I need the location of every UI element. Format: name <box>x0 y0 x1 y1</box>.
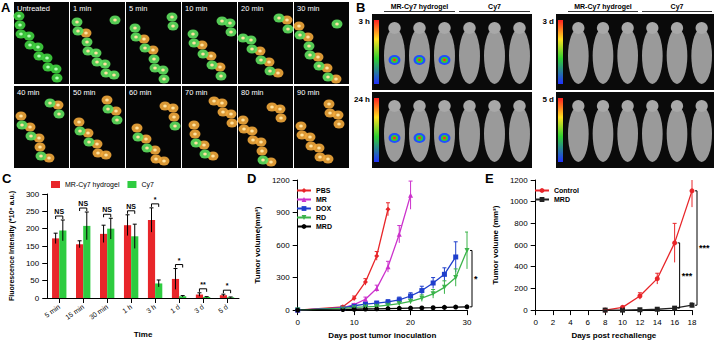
svg-text:Cy7: Cy7 <box>671 3 684 11</box>
svg-text:400: 400 <box>514 262 528 271</box>
svg-text:1200: 1200 <box>272 176 290 185</box>
svg-text:300: 300 <box>26 190 40 199</box>
svg-text:3 h: 3 h <box>145 303 157 314</box>
svg-text:Cy7: Cy7 <box>141 181 154 189</box>
svg-text:MR: MR <box>316 196 327 203</box>
svg-text:12: 12 <box>635 318 644 327</box>
svg-text:1 h: 1 h <box>121 303 133 314</box>
svg-text:***: *** <box>699 243 710 253</box>
svg-text:5 min: 5 min <box>129 4 147 13</box>
svg-text:50: 50 <box>30 276 39 285</box>
svg-text:2: 2 <box>551 318 556 327</box>
svg-text:Tumor volume(mm³): Tumor volume(mm³) <box>253 206 262 283</box>
svg-text:D: D <box>247 172 256 186</box>
svg-text:Control: Control <box>554 187 579 194</box>
svg-text:600: 600 <box>514 241 528 250</box>
svg-text:18: 18 <box>688 318 697 327</box>
svg-text:NS: NS <box>54 208 64 215</box>
svg-text:60 min: 60 min <box>129 88 152 97</box>
svg-text:*: * <box>474 274 478 284</box>
svg-text:MR-Cy7 hydrogel: MR-Cy7 hydrogel <box>391 3 449 11</box>
svg-text:5 min: 5 min <box>43 303 61 319</box>
svg-text:Tumor volume (mm³): Tumor volume (mm³) <box>491 205 500 284</box>
svg-text:A: A <box>1 0 11 15</box>
svg-text:3 d: 3 d <box>193 303 205 314</box>
svg-text:MRD: MRD <box>316 223 332 230</box>
svg-text:100: 100 <box>26 259 40 268</box>
svg-text:24 h: 24 h <box>354 95 370 104</box>
svg-text:3 d: 3 d <box>542 17 554 26</box>
svg-text:800: 800 <box>514 219 528 228</box>
svg-text:**: ** <box>200 281 206 288</box>
svg-text:Untreated: Untreated <box>17 4 50 13</box>
svg-text:Time: Time <box>134 330 153 339</box>
svg-text:RD: RD <box>316 214 326 221</box>
svg-text:MRD: MRD <box>554 196 570 203</box>
svg-text:10: 10 <box>618 318 627 327</box>
svg-text:*: * <box>226 282 229 289</box>
svg-text:Fluorescence Intensity (*10⁶ a: Fluorescence Intensity (*10⁶ a.u.) <box>8 191 16 301</box>
svg-text:0: 0 <box>523 306 528 315</box>
svg-text:15 min: 15 min <box>64 303 85 321</box>
svg-text:0: 0 <box>295 318 300 327</box>
svg-text:NS: NS <box>78 200 88 207</box>
svg-text:20: 20 <box>406 318 415 327</box>
svg-text:Days post tumor inoculation: Days post tumor inoculation <box>328 331 436 340</box>
svg-text:250: 250 <box>26 207 40 216</box>
svg-text:*: * <box>154 196 157 203</box>
svg-text:50 min: 50 min <box>73 88 96 97</box>
svg-text:80 min: 80 min <box>241 88 264 97</box>
svg-text:4: 4 <box>568 318 573 327</box>
svg-text:8: 8 <box>603 318 608 327</box>
svg-text:30 min: 30 min <box>88 303 109 321</box>
svg-text:DOX: DOX <box>316 205 332 212</box>
svg-text:30: 30 <box>463 318 472 327</box>
svg-text:C: C <box>2 172 12 186</box>
svg-text:MR-Cy7 hydrogel: MR-Cy7 hydrogel <box>65 181 120 189</box>
svg-text:NS: NS <box>126 203 136 210</box>
svg-text:6: 6 <box>586 318 591 327</box>
svg-text:Cy7: Cy7 <box>488 3 501 11</box>
svg-text:90 min: 90 min <box>297 88 320 97</box>
svg-text:5 d: 5 d <box>217 303 229 314</box>
svg-text:E: E <box>485 172 494 186</box>
svg-text:20 min: 20 min <box>241 4 264 13</box>
svg-text:0: 0 <box>35 294 40 303</box>
svg-text:NS: NS <box>102 206 112 213</box>
svg-text:40 min: 40 min <box>17 88 40 97</box>
svg-text:200: 200 <box>514 284 528 293</box>
svg-text:70 min: 70 min <box>185 88 208 97</box>
svg-text:*: * <box>178 257 181 264</box>
svg-text:3 h: 3 h <box>358 17 370 26</box>
svg-text:Days post rechallenge: Days post rechallenge <box>571 331 656 340</box>
svg-text:600: 600 <box>276 241 290 250</box>
svg-text:B: B <box>356 0 365 15</box>
svg-text:0: 0 <box>285 306 290 315</box>
svg-text:***: *** <box>682 271 693 281</box>
svg-text:30 min: 30 min <box>297 4 320 13</box>
svg-text:900: 900 <box>276 208 290 217</box>
svg-text:200: 200 <box>26 224 40 233</box>
svg-text:300: 300 <box>276 273 290 282</box>
svg-text:1200: 1200 <box>510 176 528 185</box>
svg-text:10: 10 <box>350 318 359 327</box>
svg-text:10 min: 10 min <box>185 4 208 13</box>
svg-text:16: 16 <box>670 318 679 327</box>
svg-text:0: 0 <box>533 318 538 327</box>
svg-text:150: 150 <box>26 242 40 251</box>
svg-text:14: 14 <box>653 318 662 327</box>
svg-text:5 d: 5 d <box>542 95 554 104</box>
svg-text:1000: 1000 <box>510 197 528 206</box>
svg-text:1 min: 1 min <box>73 4 91 13</box>
svg-text:MR-Cy7 hydrogel: MR-Cy7 hydrogel <box>574 3 632 11</box>
svg-text:1 d: 1 d <box>169 303 181 314</box>
svg-text:PBS: PBS <box>316 187 331 194</box>
